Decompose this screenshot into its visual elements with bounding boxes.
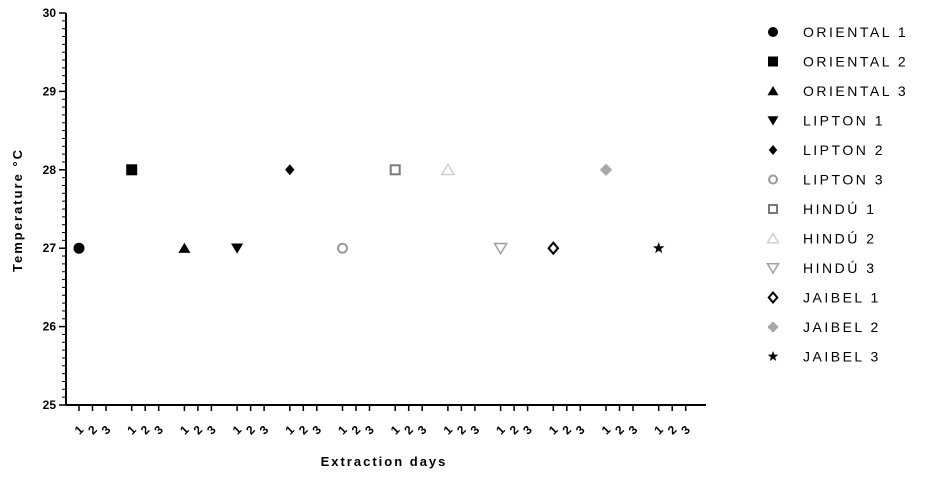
- x-tick-label: 1: [546, 422, 561, 437]
- legend-item: LIPTON 3: [768, 172, 885, 188]
- legend-item: LIPTON 2: [768, 142, 885, 158]
- legend-marker: [766, 263, 780, 275]
- y-tick-label: 26: [43, 320, 57, 334]
- x-tick-label: 3: [362, 422, 377, 437]
- legend-label: HINDÚ 3: [803, 260, 877, 276]
- legend-item: LIPTON 1: [767, 113, 885, 129]
- x-tick-label: 1: [282, 422, 297, 437]
- legend-marker: [768, 322, 778, 332]
- data-point: [337, 242, 348, 254]
- y-axis-title: Temperature °C: [10, 148, 25, 272]
- legend-item: HINDÚ 2: [766, 231, 877, 247]
- x-tick-label: 2: [665, 422, 680, 437]
- x-axis-ticks: 123 123 123 123 123 123 123 123 123 123 123 123: [72, 405, 693, 437]
- legend-label: ORIENTAL 2: [803, 54, 908, 70]
- legend-marker: [768, 174, 778, 185]
- x-axis-title: Extraction days: [321, 454, 448, 469]
- legend-marker: [768, 27, 778, 37]
- x-tick-label: 3: [520, 422, 535, 437]
- legend-marker: [768, 56, 778, 67]
- legend-item: JAIBEL 1: [767, 290, 881, 306]
- x-tick-label: 2: [191, 422, 206, 437]
- legend-marker: [767, 86, 779, 96]
- data-point: [600, 164, 612, 176]
- y-tick-label: 25: [43, 398, 57, 412]
- x-tick-label: 2: [612, 422, 627, 437]
- legend-item: HINDÚ 1: [768, 201, 877, 217]
- legend-label: LIPTON 3: [803, 172, 885, 188]
- data-point: [178, 242, 191, 253]
- axes: [65, 13, 706, 406]
- legend-marker: [768, 145, 778, 155]
- x-tick-label: 2: [138, 422, 153, 437]
- legend-item: HINDÚ 3: [766, 260, 877, 276]
- data-point: [389, 164, 401, 176]
- x-tick-label: 2: [243, 422, 258, 437]
- legend-label: JAIBEL 3: [803, 349, 881, 365]
- legend-label: HINDÚ 2: [803, 231, 877, 247]
- legend: ORIENTAL 1 ORIENTAL 2 ORIENTAL 3 LIPTON 1 LI…: [766, 24, 908, 365]
- data-point: [285, 164, 295, 176]
- legend-item: JAIBEL 2: [768, 319, 881, 335]
- x-tick-label: 1: [441, 422, 456, 437]
- x-tick-label: 3: [151, 422, 166, 437]
- data-point: [231, 243, 244, 254]
- x-tick-label: 2: [559, 422, 574, 437]
- x-tick-label: 3: [257, 422, 272, 437]
- legend-label: ORIENTAL 3: [803, 83, 908, 99]
- x-tick-label: 3: [468, 422, 483, 437]
- y-tick-label: 30: [43, 6, 57, 20]
- x-tick-label: 2: [401, 422, 416, 437]
- legend-label: JAIBEL 1: [803, 290, 881, 306]
- x-tick-label: 1: [388, 422, 403, 437]
- data-point: [126, 164, 138, 176]
- y-tick-label: 28: [43, 163, 57, 177]
- x-tick-label: 3: [573, 422, 588, 437]
- x-tick-label: 2: [85, 422, 100, 437]
- legend-label: JAIBEL 2: [803, 319, 881, 335]
- x-tick-label: 2: [454, 422, 469, 437]
- x-tick-label: 2: [349, 422, 364, 437]
- legend-marker: [767, 116, 779, 126]
- y-tick-label: 29: [43, 84, 57, 98]
- legend-marker: [766, 232, 780, 244]
- legend-item: ORIENTAL 1: [768, 24, 908, 40]
- legend-label: LIPTON 1: [803, 113, 885, 129]
- legend-marker: [767, 290, 779, 305]
- x-tick-label: 1: [599, 422, 614, 437]
- x-tick-label: 1: [651, 422, 666, 437]
- legend-label: LIPTON 2: [803, 142, 885, 158]
- x-tick-label: 2: [296, 422, 311, 437]
- legend-label: HINDÚ 1: [803, 201, 877, 217]
- data-point: [652, 242, 665, 254]
- x-tick-label: 1: [124, 422, 139, 437]
- x-tick-label: 3: [204, 422, 219, 437]
- x-tick-label: 3: [99, 422, 114, 437]
- legend-item: ORIENTAL 2: [768, 54, 908, 70]
- x-tick-label: 1: [177, 422, 192, 437]
- legend-label: ORIENTAL 1: [803, 24, 908, 40]
- data-point: [547, 241, 560, 256]
- data-point: [73, 242, 85, 254]
- legend-marker: [768, 204, 778, 214]
- x-tick-label: 2: [507, 422, 522, 437]
- x-tick-label: 3: [309, 422, 324, 437]
- x-tick-label: 1: [335, 422, 350, 437]
- x-tick-label: 1: [72, 422, 87, 437]
- legend-item: JAIBEL 3: [767, 349, 881, 365]
- data-points: [73, 162, 665, 256]
- data-point: [440, 162, 456, 176]
- y-axis-ticks: 25 26 27 28 29 30: [43, 6, 66, 412]
- legend-marker: [767, 351, 779, 361]
- x-tick-label: 3: [415, 422, 430, 437]
- legend-item: ORIENTAL 3: [767, 83, 908, 99]
- x-tick-label: 3: [678, 422, 693, 437]
- y-tick-label: 27: [43, 241, 57, 255]
- data-point: [493, 242, 508, 256]
- x-tick-label: 3: [626, 422, 641, 437]
- x-tick-label: 1: [230, 422, 245, 437]
- x-tick-label: 1: [493, 422, 508, 437]
